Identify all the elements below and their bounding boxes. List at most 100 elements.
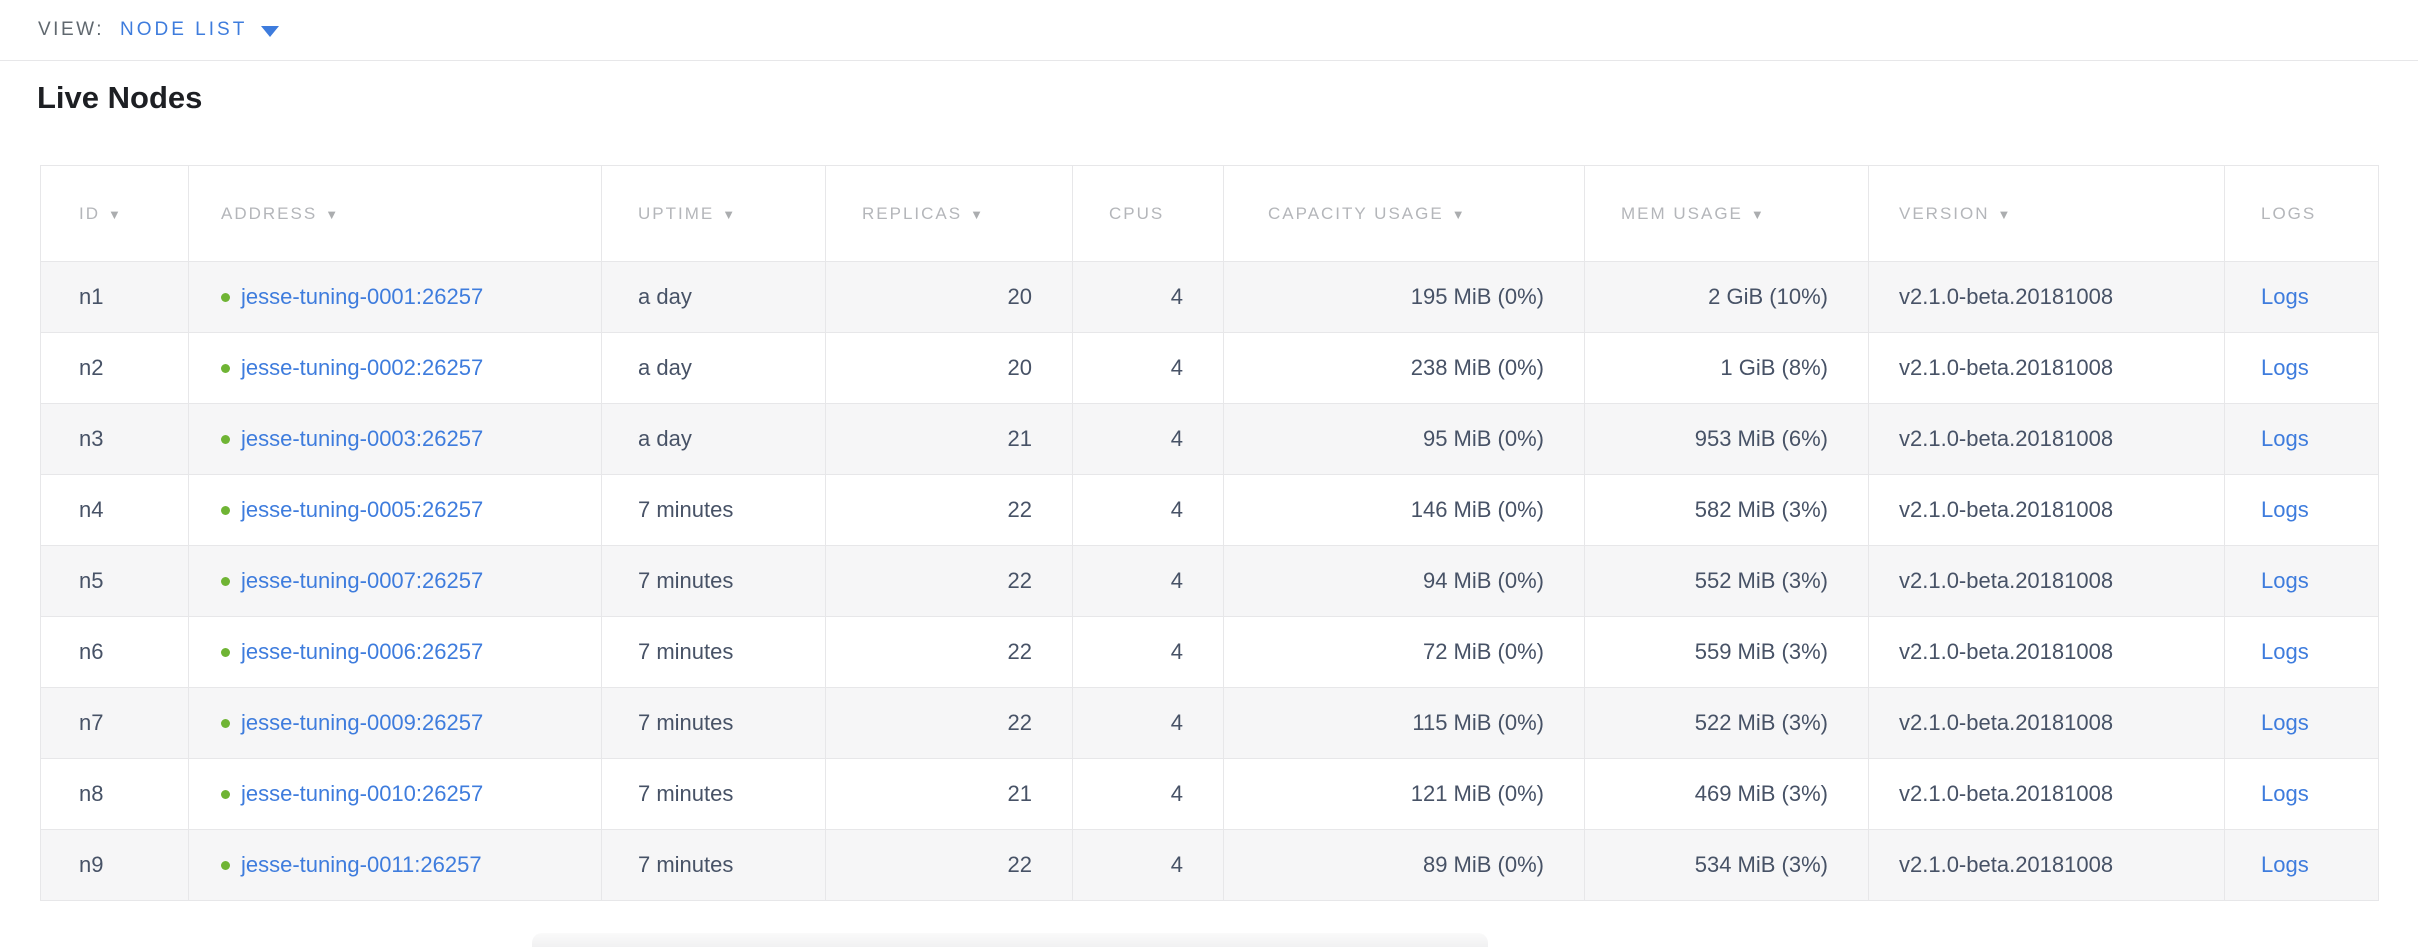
cell-logs: Logs: [2224, 758, 2379, 830]
column-label: ID: [79, 203, 100, 223]
chevron-down-icon: [261, 25, 280, 37]
view-dropdown[interactable]: NODE LIST: [120, 19, 280, 41]
cell-replicas: 21: [825, 403, 1073, 475]
node-table-row: n5 jesse-tuning-0007:26257 7 minutes 22 …: [40, 545, 2379, 617]
cell-uptime: a day: [601, 332, 826, 404]
node-address-link[interactable]: jesse-tuning-0002:26257: [241, 355, 484, 380]
cell-capacity-usage: 121 MiB (0%): [1223, 758, 1585, 830]
cell-capacity-usage: 146 MiB (0%): [1223, 474, 1585, 546]
column-header-id[interactable]: ID ▼: [40, 165, 189, 262]
cell-cpus: 4: [1072, 403, 1224, 475]
table-header: ID ▼ ADDRESS ▼ UPTIME ▼ REPLICAS ▼ CPUS CAPA…: [40, 165, 2379, 262]
logs-link[interactable]: Logs: [2261, 355, 2309, 380]
cell-address: jesse-tuning-0002:26257: [188, 332, 602, 404]
cell-cpus: 4: [1072, 545, 1224, 617]
cell-address: jesse-tuning-0003:26257: [188, 403, 602, 475]
cell-logs: Logs: [2224, 403, 2379, 475]
cell-replicas: 22: [825, 545, 1073, 617]
live-status-dot-icon: [221, 577, 230, 586]
node-address-link[interactable]: jesse-tuning-0011:26257: [241, 852, 482, 877]
cell-logs: Logs: [2224, 687, 2379, 759]
cell-mem-usage: 552 MiB (3%): [1584, 545, 1869, 617]
node-address-link[interactable]: jesse-tuning-0009:26257: [241, 710, 484, 735]
live-status-dot-icon: [221, 648, 230, 657]
node-address-link[interactable]: jesse-tuning-0001:26257: [241, 284, 484, 309]
cell-address: jesse-tuning-0005:26257: [188, 474, 602, 546]
live-status-dot-icon: [221, 861, 230, 870]
cell-uptime: a day: [601, 261, 826, 333]
cell-node-id: n2: [40, 332, 189, 404]
column-header-cpus: CPUS: [1072, 165, 1224, 262]
cell-mem-usage: 522 MiB (3%): [1584, 687, 1869, 759]
cell-cpus: 4: [1072, 332, 1224, 404]
cell-replicas: 20: [825, 332, 1073, 404]
column-header-replicas[interactable]: REPLICAS ▼: [825, 165, 1073, 262]
sort-desc-icon: ▼: [108, 206, 123, 222]
cell-uptime: 7 minutes: [601, 545, 826, 617]
cell-version: v2.1.0-beta.20181008: [1868, 474, 2225, 546]
sort-desc-icon: ▼: [970, 206, 985, 222]
cell-capacity-usage: 89 MiB (0%): [1223, 829, 1585, 901]
cell-node-id: n8: [40, 758, 189, 830]
column-header-uptime[interactable]: UPTIME ▼: [601, 165, 826, 262]
cell-cpus: 4: [1072, 616, 1224, 688]
cell-cpus: 4: [1072, 758, 1224, 830]
cell-logs: Logs: [2224, 616, 2379, 688]
logs-link[interactable]: Logs: [2261, 710, 2309, 735]
column-header-address[interactable]: ADDRESS ▼: [188, 165, 602, 262]
live-nodes-table: ID ▼ ADDRESS ▼ UPTIME ▼ REPLICAS ▼ CPUS CAPA…: [40, 165, 2379, 901]
cell-logs: Logs: [2224, 545, 2379, 617]
cell-logs: Logs: [2224, 474, 2379, 546]
logs-link[interactable]: Logs: [2261, 426, 2309, 451]
node-table-row: n9 jesse-tuning-0011:26257 7 minutes 22 …: [40, 829, 2379, 901]
column-label: CPUS: [1109, 203, 1165, 223]
cell-version: v2.1.0-beta.20181008: [1868, 332, 2225, 404]
node-address-link[interactable]: jesse-tuning-0005:26257: [241, 497, 484, 522]
live-status-dot-icon: [221, 293, 230, 302]
column-label: LOGS: [2261, 203, 2317, 223]
node-address-link[interactable]: jesse-tuning-0010:26257: [241, 781, 484, 806]
cell-address: jesse-tuning-0001:26257: [188, 261, 602, 333]
cell-uptime: 7 minutes: [601, 829, 826, 901]
cell-address: jesse-tuning-0006:26257: [188, 616, 602, 688]
logs-link[interactable]: Logs: [2261, 639, 2309, 664]
node-table-row: n2 jesse-tuning-0002:26257 a day 20 4 23…: [40, 332, 2379, 404]
logs-link[interactable]: Logs: [2261, 781, 2309, 806]
cell-uptime: 7 minutes: [601, 616, 826, 688]
cell-mem-usage: 559 MiB (3%): [1584, 616, 1869, 688]
column-label: VERSION: [1899, 203, 1990, 223]
cell-version: v2.1.0-beta.20181008: [1868, 261, 2225, 333]
node-table-row: n4 jesse-tuning-0005:26257 7 minutes 22 …: [40, 474, 2379, 546]
cell-uptime: 7 minutes: [601, 687, 826, 759]
node-table-body: n1 jesse-tuning-0001:26257 a day 20 4 19…: [40, 261, 2379, 901]
column-header-capacity-usage[interactable]: CAPACITY USAGE ▼: [1223, 165, 1585, 262]
cell-logs: Logs: [2224, 261, 2379, 333]
node-table-row: n8 jesse-tuning-0010:26257 7 minutes 21 …: [40, 758, 2379, 830]
column-header-version[interactable]: VERSION ▼: [1868, 165, 2225, 262]
logs-link[interactable]: Logs: [2261, 568, 2309, 593]
logs-link[interactable]: Logs: [2261, 497, 2309, 522]
cell-replicas: 20: [825, 261, 1073, 333]
column-header-logs: LOGS: [2224, 165, 2379, 262]
cell-version: v2.1.0-beta.20181008: [1868, 403, 2225, 475]
view-selector-bar: VIEW: NODE LIST: [0, 0, 2418, 61]
cell-replicas: 22: [825, 687, 1073, 759]
cell-capacity-usage: 115 MiB (0%): [1223, 687, 1585, 759]
cell-mem-usage: 953 MiB (6%): [1584, 403, 1869, 475]
cell-capacity-usage: 72 MiB (0%): [1223, 616, 1585, 688]
node-address-link[interactable]: jesse-tuning-0007:26257: [241, 568, 484, 593]
cell-replicas: 22: [825, 474, 1073, 546]
node-table-row: n1 jesse-tuning-0001:26257 a day 20 4 19…: [40, 261, 2379, 333]
cell-uptime: 7 minutes: [601, 474, 826, 546]
node-table-row: n3 jesse-tuning-0003:26257 a day 21 4 95…: [40, 403, 2379, 475]
node-address-link[interactable]: jesse-tuning-0003:26257: [241, 426, 484, 451]
cell-mem-usage: 469 MiB (3%): [1584, 758, 1869, 830]
node-address-link[interactable]: jesse-tuning-0006:26257: [241, 639, 484, 664]
cell-node-id: n5: [40, 545, 189, 617]
column-header-mem-usage[interactable]: MEM USAGE ▼: [1584, 165, 1869, 262]
logs-link[interactable]: Logs: [2261, 284, 2309, 309]
logs-link[interactable]: Logs: [2261, 852, 2309, 877]
cell-node-id: n7: [40, 687, 189, 759]
cell-cpus: 4: [1072, 687, 1224, 759]
sort-desc-icon: ▼: [1997, 206, 2013, 222]
